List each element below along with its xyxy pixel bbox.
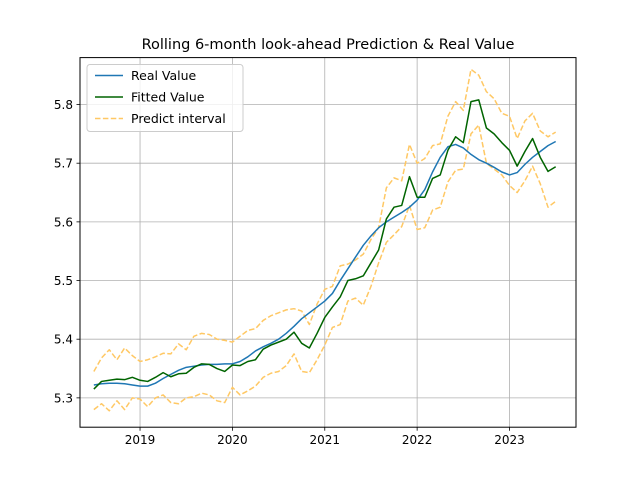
legend-predict-interval-label: Predict interval	[131, 111, 226, 126]
y-tick-label: 5.7	[54, 157, 73, 171]
legend: Real Value Fitted Value Predict interval	[86, 64, 244, 132]
y-tick-label: 5.8	[54, 98, 73, 112]
plot-frame	[79, 57, 577, 428]
y-tick-label: 5.5	[54, 274, 73, 288]
legend-real-value-label: Real Value	[131, 68, 197, 83]
series-line-predict-interval-lower	[93, 124, 557, 412]
grid	[80, 57, 576, 428]
y-tick-label: 5.3	[54, 391, 73, 405]
x-tick-label: 2022	[402, 433, 433, 447]
y-tick-label: 5.6	[54, 215, 73, 229]
x-tick-label: 2021	[309, 433, 340, 447]
x-tick-label: 2020	[217, 433, 248, 447]
y-axis: 5.3 5.4 5.5 5.6 5.7 5.8	[54, 98, 80, 405]
chart-title: Rolling 6-month look-ahead Prediction & …	[142, 37, 515, 53]
series-line-predict-interval	[93, 68, 557, 372]
y-tick-label: 5.4	[54, 333, 73, 347]
series-line-real-value	[93, 140, 557, 387]
x-tick-label: 2019	[125, 433, 156, 447]
series-group	[93, 68, 557, 412]
x-axis: 2019 2020 2021 2022 2023	[125, 427, 525, 447]
legend-box	[86, 64, 244, 132]
x-tick-label: 2023	[494, 433, 525, 447]
legend-fitted-value-label: Fitted Value	[131, 90, 205, 105]
series-line-fitted-value	[93, 99, 557, 390]
